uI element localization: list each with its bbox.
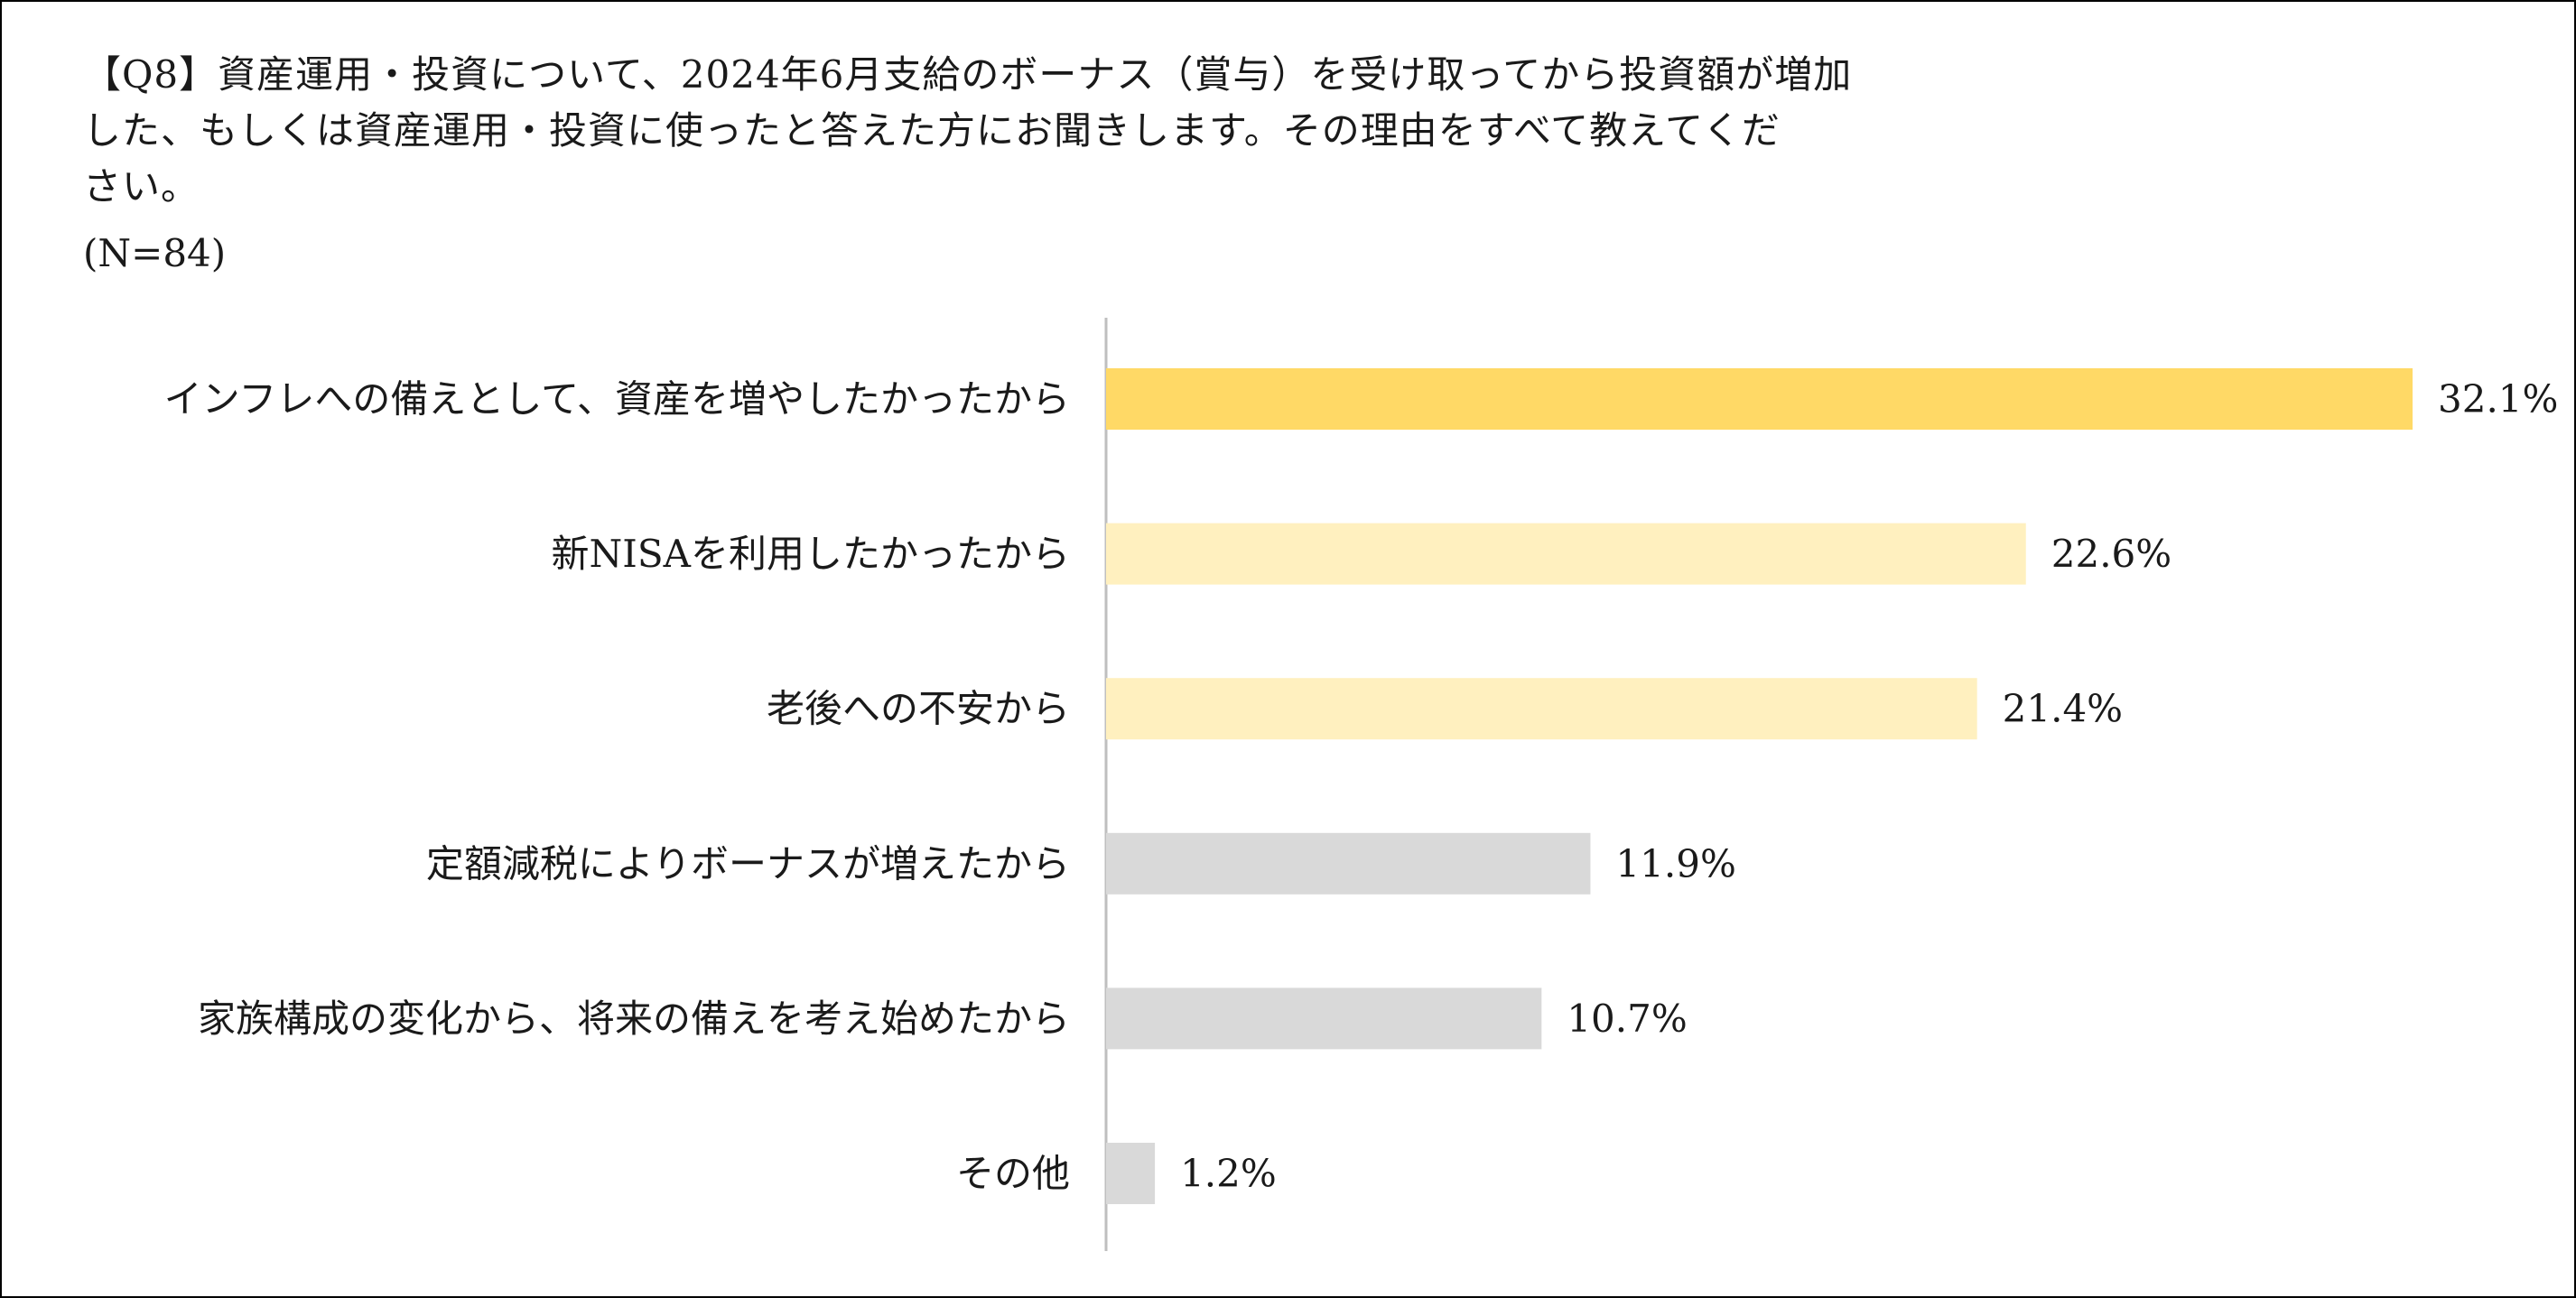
bar bbox=[1106, 368, 2413, 430]
value-label: 21.4% bbox=[2003, 687, 2123, 731]
value-label: 10.7% bbox=[1567, 997, 1687, 1041]
question-line: 【Q8】資産運用・投資について、2024年6月支給のボーナス（賞与）を受け取って… bbox=[83, 52, 1853, 97]
bar bbox=[1106, 987, 1542, 1050]
category-label: 新NISAを利用したかったから bbox=[552, 532, 1070, 576]
bar bbox=[1106, 678, 1977, 740]
question-text: 【Q8】資産運用・投資について、2024年6月支給のボーナス（賞与）を受け取って… bbox=[83, 47, 2160, 215]
question-line: した、もしくは資産運用・投資に使ったと答えた方にお聞きします。その理由をすべて教… bbox=[83, 108, 1781, 153]
category-label: 家族構成の変化から、将来の備えを考え始めたから bbox=[198, 997, 1070, 1041]
category-label: その他 bbox=[956, 1152, 1070, 1196]
value-label: 11.9% bbox=[1615, 841, 1735, 885]
category-label: インフレへの備えとして、資産を増やしたかったから bbox=[164, 377, 1070, 422]
bar bbox=[1106, 523, 2026, 585]
sample-size-label: (N=84) bbox=[83, 231, 227, 275]
category-label: 老後への不安から bbox=[767, 687, 1070, 731]
value-label: 32.1% bbox=[2438, 377, 2558, 422]
bar bbox=[1106, 1143, 1156, 1204]
value-label: 1.2% bbox=[1180, 1152, 1277, 1196]
question-line: さい。 bbox=[83, 164, 200, 209]
value-label: 22.6% bbox=[2051, 532, 2171, 576]
category-label: 定額減税によりボーナスが増えたから bbox=[426, 841, 1070, 885]
bar bbox=[1106, 832, 1591, 895]
